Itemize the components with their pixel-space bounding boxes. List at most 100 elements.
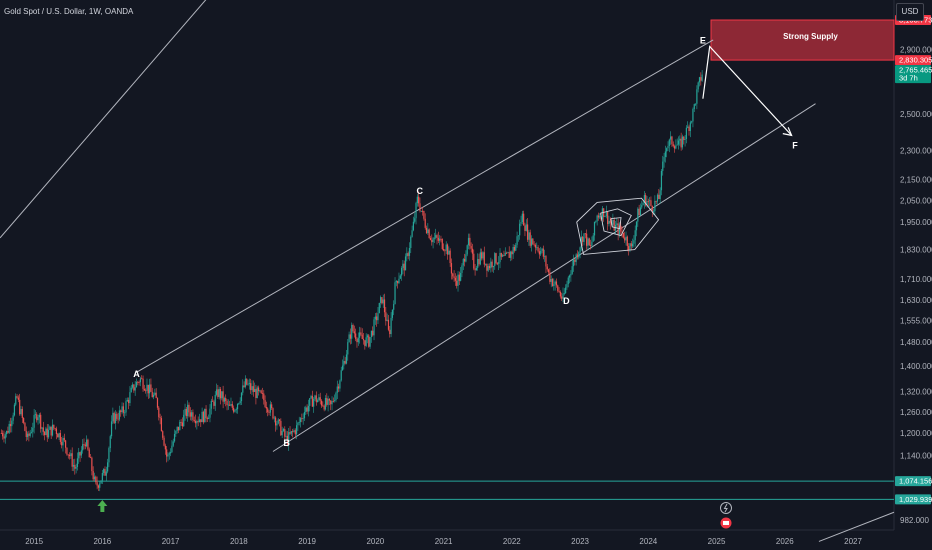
candle-body xyxy=(563,293,565,294)
candle-body xyxy=(167,454,169,457)
candle-body xyxy=(214,394,216,406)
channel-lower xyxy=(272,103,816,452)
x-tick-label: 2022 xyxy=(503,537,521,546)
candle-body xyxy=(641,205,643,208)
candle-body xyxy=(198,419,201,423)
candle-body xyxy=(540,250,542,255)
candle-body xyxy=(184,408,186,415)
candle-body xyxy=(630,243,632,247)
candle-body xyxy=(68,454,71,457)
candle-body xyxy=(499,252,501,263)
candle-body xyxy=(649,200,651,202)
candle-body xyxy=(473,253,475,269)
candle-body xyxy=(368,335,370,347)
candle-body xyxy=(74,464,76,469)
candle-body xyxy=(364,340,366,346)
candle-body xyxy=(192,412,194,420)
lightning-bolt-icon xyxy=(723,503,728,513)
candle-body xyxy=(471,248,474,254)
candle-body xyxy=(204,408,206,423)
candle-body xyxy=(223,398,226,402)
candle-body xyxy=(183,414,185,427)
candle-body xyxy=(628,246,630,251)
candle-body xyxy=(625,236,627,241)
candle-body xyxy=(226,400,228,405)
candle-body xyxy=(683,136,685,140)
candle-body xyxy=(0,433,2,434)
candle-body xyxy=(49,426,51,430)
candle-body xyxy=(596,215,598,222)
candle-body xyxy=(416,196,418,204)
candle-body xyxy=(293,430,295,432)
candle-body xyxy=(515,244,517,251)
candle-body xyxy=(442,249,445,251)
candle-body xyxy=(91,457,93,472)
candle-body xyxy=(351,324,353,339)
candle-body xyxy=(498,262,500,264)
candle-body xyxy=(210,400,212,409)
y-tick-label: 2,300.000 xyxy=(900,146,932,155)
candle-body xyxy=(574,259,576,262)
candle-body xyxy=(217,389,219,397)
candle-body xyxy=(25,430,27,437)
lightning-icon[interactable] xyxy=(720,502,732,514)
candle-body xyxy=(281,430,283,436)
y-tick-label: 1,320.000 xyxy=(900,388,932,397)
candle-body xyxy=(32,427,34,432)
candle-body xyxy=(205,408,207,419)
candle-body xyxy=(305,407,307,413)
candle-body xyxy=(550,278,552,282)
candle-body xyxy=(335,392,337,401)
candle-body xyxy=(238,403,240,404)
candle-body xyxy=(135,381,138,388)
candle-body xyxy=(83,444,85,446)
candle-body xyxy=(149,384,151,394)
candle-body xyxy=(260,390,262,394)
candle-body xyxy=(667,146,669,149)
candle-body xyxy=(495,253,497,264)
candle-body xyxy=(358,332,361,338)
candle-body xyxy=(511,251,513,255)
candle-body xyxy=(314,395,316,399)
candle-body xyxy=(166,449,168,457)
candle-body xyxy=(425,227,428,234)
candle-body xyxy=(301,418,303,419)
candle-body xyxy=(159,417,161,419)
candle-body xyxy=(201,411,203,423)
supply-zone-label: Strong Supply xyxy=(783,32,838,41)
candle-body xyxy=(141,378,143,380)
y-tick-label: 1,630.000 xyxy=(900,296,932,305)
candle-body xyxy=(618,225,621,235)
x-tick-label: 2019 xyxy=(298,537,316,546)
candles-layer xyxy=(0,70,703,492)
candle-body xyxy=(622,232,624,238)
candle-body xyxy=(299,418,302,423)
candle-body xyxy=(16,396,18,398)
candle-body xyxy=(15,396,17,405)
candle-body xyxy=(349,334,352,339)
candle-body xyxy=(660,170,663,191)
candle-body xyxy=(9,423,12,427)
x-axis: 2015 2016 2017 2018 2019 2020 2021 2022 2023 2024… xyxy=(25,537,862,546)
candle-body xyxy=(436,235,438,238)
candle-body xyxy=(635,221,638,231)
candle-body xyxy=(670,136,672,140)
currency-button[interactable]: USD xyxy=(896,3,924,21)
candle-body xyxy=(294,430,296,435)
candle-body xyxy=(309,398,311,406)
candle-body xyxy=(441,239,443,250)
candle-body xyxy=(129,392,131,404)
candle-body xyxy=(246,378,248,385)
candle-body xyxy=(584,233,586,235)
candle-body xyxy=(420,210,422,212)
candle-body xyxy=(296,425,298,435)
supply-zone-layer: Strong Supply xyxy=(710,19,895,61)
candle-body xyxy=(221,391,223,399)
candle-body xyxy=(406,253,408,257)
candle-body xyxy=(282,428,285,431)
candle-body xyxy=(658,194,660,200)
candle-body xyxy=(121,406,123,413)
candle-body xyxy=(272,408,274,419)
candle-body xyxy=(234,410,236,412)
